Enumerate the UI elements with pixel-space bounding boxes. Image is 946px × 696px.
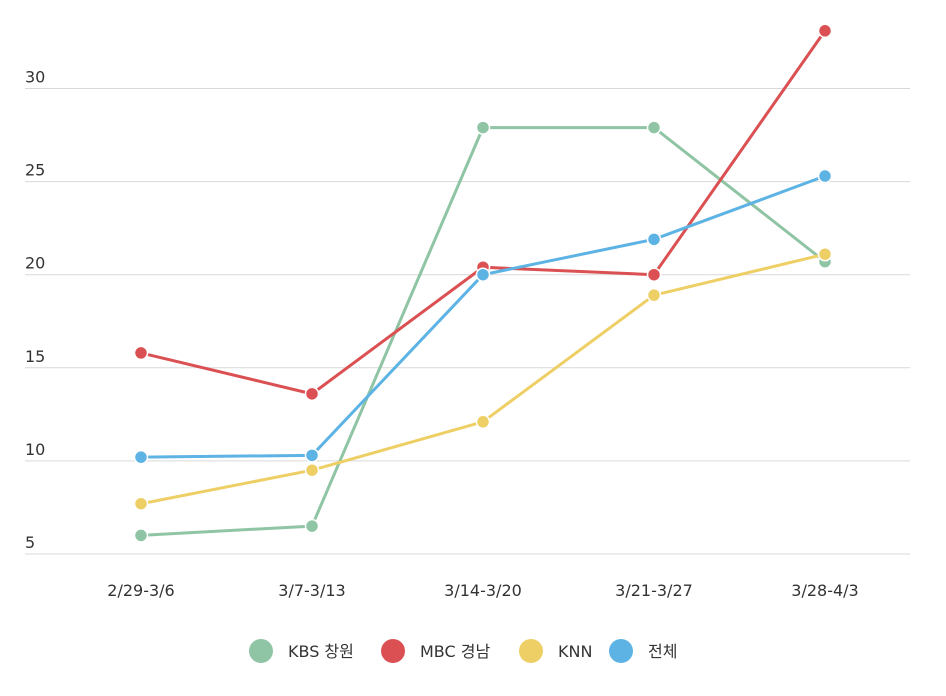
- data-point[interactable]: [133, 496, 149, 511]
- y-axis-ticks: 5 10 15 20 25 30: [25, 68, 45, 553]
- data-point[interactable]: [304, 448, 320, 463]
- data-point[interactable]: [817, 246, 833, 262]
- series-2: [133, 246, 833, 511]
- y-tick-label: 10: [25, 440, 45, 459]
- legend-item[interactable]: MBC 경남: [381, 639, 490, 663]
- legend-swatch: [609, 639, 633, 663]
- x-tick-label: 2/29-3/6: [107, 581, 174, 600]
- y-tick-label: 15: [25, 347, 45, 366]
- series-0: [133, 120, 833, 543]
- series-line: [139, 126, 827, 537]
- x-tick-label: 3/7-3/13: [278, 581, 345, 600]
- data-point[interactable]: [133, 528, 149, 543]
- data-point[interactable]: [304, 518, 320, 534]
- data-point[interactable]: [475, 267, 491, 282]
- data-point[interactable]: [133, 449, 149, 465]
- x-tick-label: 3/14-3/20: [444, 581, 522, 600]
- data-point[interactable]: [133, 345, 149, 361]
- legend-item[interactable]: KNN: [519, 639, 592, 663]
- y-tick-label: 25: [25, 161, 45, 180]
- legend-swatch: [519, 639, 543, 663]
- series-3: [133, 168, 833, 465]
- y-tick-label: 20: [25, 254, 45, 273]
- legend-label: KBS 창원: [288, 642, 354, 661]
- data-point[interactable]: [475, 120, 491, 135]
- series-line: [139, 29, 827, 396]
- data-point[interactable]: [646, 267, 662, 282]
- legend-label: KNN: [558, 642, 592, 661]
- data-point[interactable]: [304, 462, 320, 478]
- legend-label: MBC 경남: [420, 642, 490, 661]
- legend-swatch: [381, 639, 405, 663]
- data-point[interactable]: [817, 168, 833, 184]
- x-axis-ticks: 2/29-3/6 3/7-3/13 3/14-3/20 3/21-3/27 3/28-4…: [107, 581, 858, 600]
- legend-label: 전체: [648, 642, 677, 661]
- y-tick-label: 5: [25, 533, 35, 552]
- x-tick-label: 3/21-3/27: [615, 581, 693, 600]
- legend-item[interactable]: 전체: [609, 639, 677, 663]
- series-layer: [133, 23, 833, 543]
- x-tick-label: 3/28-4/3: [791, 581, 858, 600]
- data-point[interactable]: [817, 23, 833, 39]
- data-point[interactable]: [475, 414, 491, 430]
- y-tick-label: 30: [25, 68, 45, 87]
- data-point[interactable]: [646, 287, 662, 303]
- data-point[interactable]: [304, 386, 320, 402]
- data-point[interactable]: [646, 120, 662, 135]
- data-point[interactable]: [646, 232, 662, 247]
- legend[interactable]: KBS 창원 MBC 경남 KNN 전체: [249, 639, 677, 663]
- legend-swatch: [249, 639, 273, 663]
- grid-layer: [25, 88, 910, 555]
- legend-item[interactable]: KBS 창원: [249, 639, 354, 663]
